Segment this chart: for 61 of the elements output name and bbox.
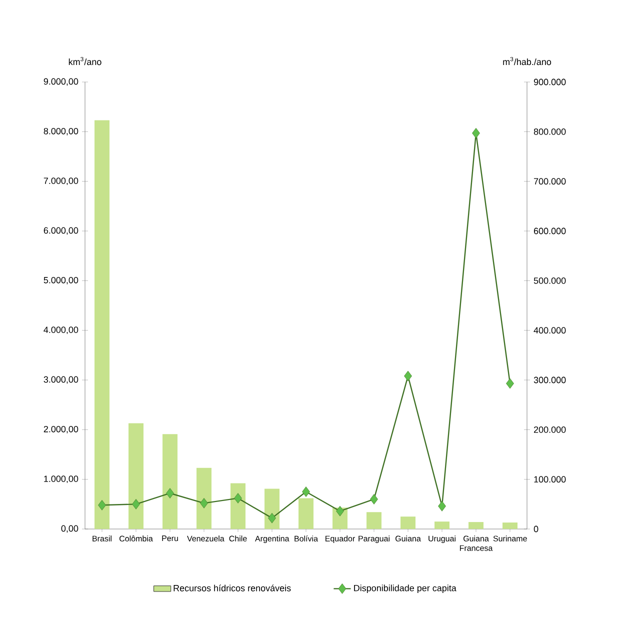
y2-axis-title: m$^{3}$/hab./ano bbox=[503, 56, 552, 66]
y2-tick-label: 500.000 bbox=[534, 277, 566, 284]
y-axis-title: km$^{3}$/ano bbox=[68, 56, 102, 66]
point bbox=[166, 488, 174, 498]
point bbox=[404, 370, 412, 382]
point bbox=[336, 506, 344, 516]
bar bbox=[94, 120, 110, 529]
point bbox=[268, 512, 276, 524]
x-tick-label: Bolívia bbox=[294, 536, 318, 542]
y2-tick-label: 400.000 bbox=[534, 327, 566, 334]
bar bbox=[434, 522, 450, 529]
point bbox=[200, 498, 208, 508]
y-tick-label: 1.000,00 bbox=[44, 476, 78, 484]
point bbox=[370, 494, 378, 504]
y-tick-label: 6.000,00 bbox=[44, 227, 78, 235]
y-tick-label: 4.000,00 bbox=[44, 326, 78, 334]
point bbox=[132, 498, 140, 510]
y-tick-label: 0,00 bbox=[61, 525, 78, 533]
y-tick-label: 9.000,00 bbox=[44, 78, 78, 86]
bar bbox=[502, 522, 518, 529]
bar bbox=[230, 483, 246, 529]
x-tick-label: Guiana Francesa bbox=[460, 536, 493, 551]
y-tick-label: 5.000,00 bbox=[44, 276, 78, 284]
x-tick-label: Chile bbox=[229, 536, 247, 542]
point bbox=[506, 378, 514, 389]
x-tick-label: Guiana bbox=[396, 536, 421, 542]
point bbox=[302, 486, 310, 497]
y2-tick-label: 100.000 bbox=[534, 476, 566, 483]
bar bbox=[468, 522, 484, 529]
x-tick-label: Colômbia bbox=[120, 536, 153, 542]
point bbox=[472, 128, 480, 138]
bar bbox=[400, 516, 416, 529]
y2-tick-label: 600.000 bbox=[534, 228, 566, 234]
y-tick-label: 8.000,00 bbox=[44, 128, 78, 136]
y-tick-label: 7.000,00 bbox=[44, 178, 78, 186]
bar bbox=[128, 423, 144, 529]
x-tick-label: Equador bbox=[326, 536, 355, 543]
legend-label: Recursos hídricos renováveis bbox=[174, 584, 291, 592]
y2-tick-label: 300.000 bbox=[534, 376, 566, 384]
bar bbox=[196, 468, 212, 529]
y2-tick-label: 700.000 bbox=[534, 178, 566, 185]
bar bbox=[366, 512, 382, 529]
x-tick-label: Argentina bbox=[255, 536, 290, 543]
y2-tick-label: 200.000 bbox=[534, 426, 566, 433]
y2-tick-label: 900.000 bbox=[534, 78, 566, 86]
y-tick-label: 3.000,00 bbox=[44, 376, 78, 384]
x-tick-label: Paraguai bbox=[358, 536, 390, 543]
x-tick-label: Brasil bbox=[92, 536, 112, 542]
point bbox=[98, 500, 106, 510]
point bbox=[234, 493, 242, 504]
x-tick-label: Peru bbox=[162, 536, 178, 542]
y-tick-label: 2.000,00 bbox=[44, 426, 78, 434]
x-tick-label: Suriname bbox=[493, 536, 527, 542]
x-tick-label: Uruguai bbox=[428, 536, 456, 543]
legend-label: Disponibilidade per capita bbox=[354, 584, 456, 594]
bar bbox=[162, 434, 178, 529]
y2-tick-label: 800.000 bbox=[534, 128, 566, 135]
point bbox=[438, 500, 446, 512]
x-tick-label: Venezuela bbox=[187, 536, 224, 542]
bar bbox=[298, 498, 314, 529]
y2-tick-label: 0 bbox=[534, 526, 538, 532]
